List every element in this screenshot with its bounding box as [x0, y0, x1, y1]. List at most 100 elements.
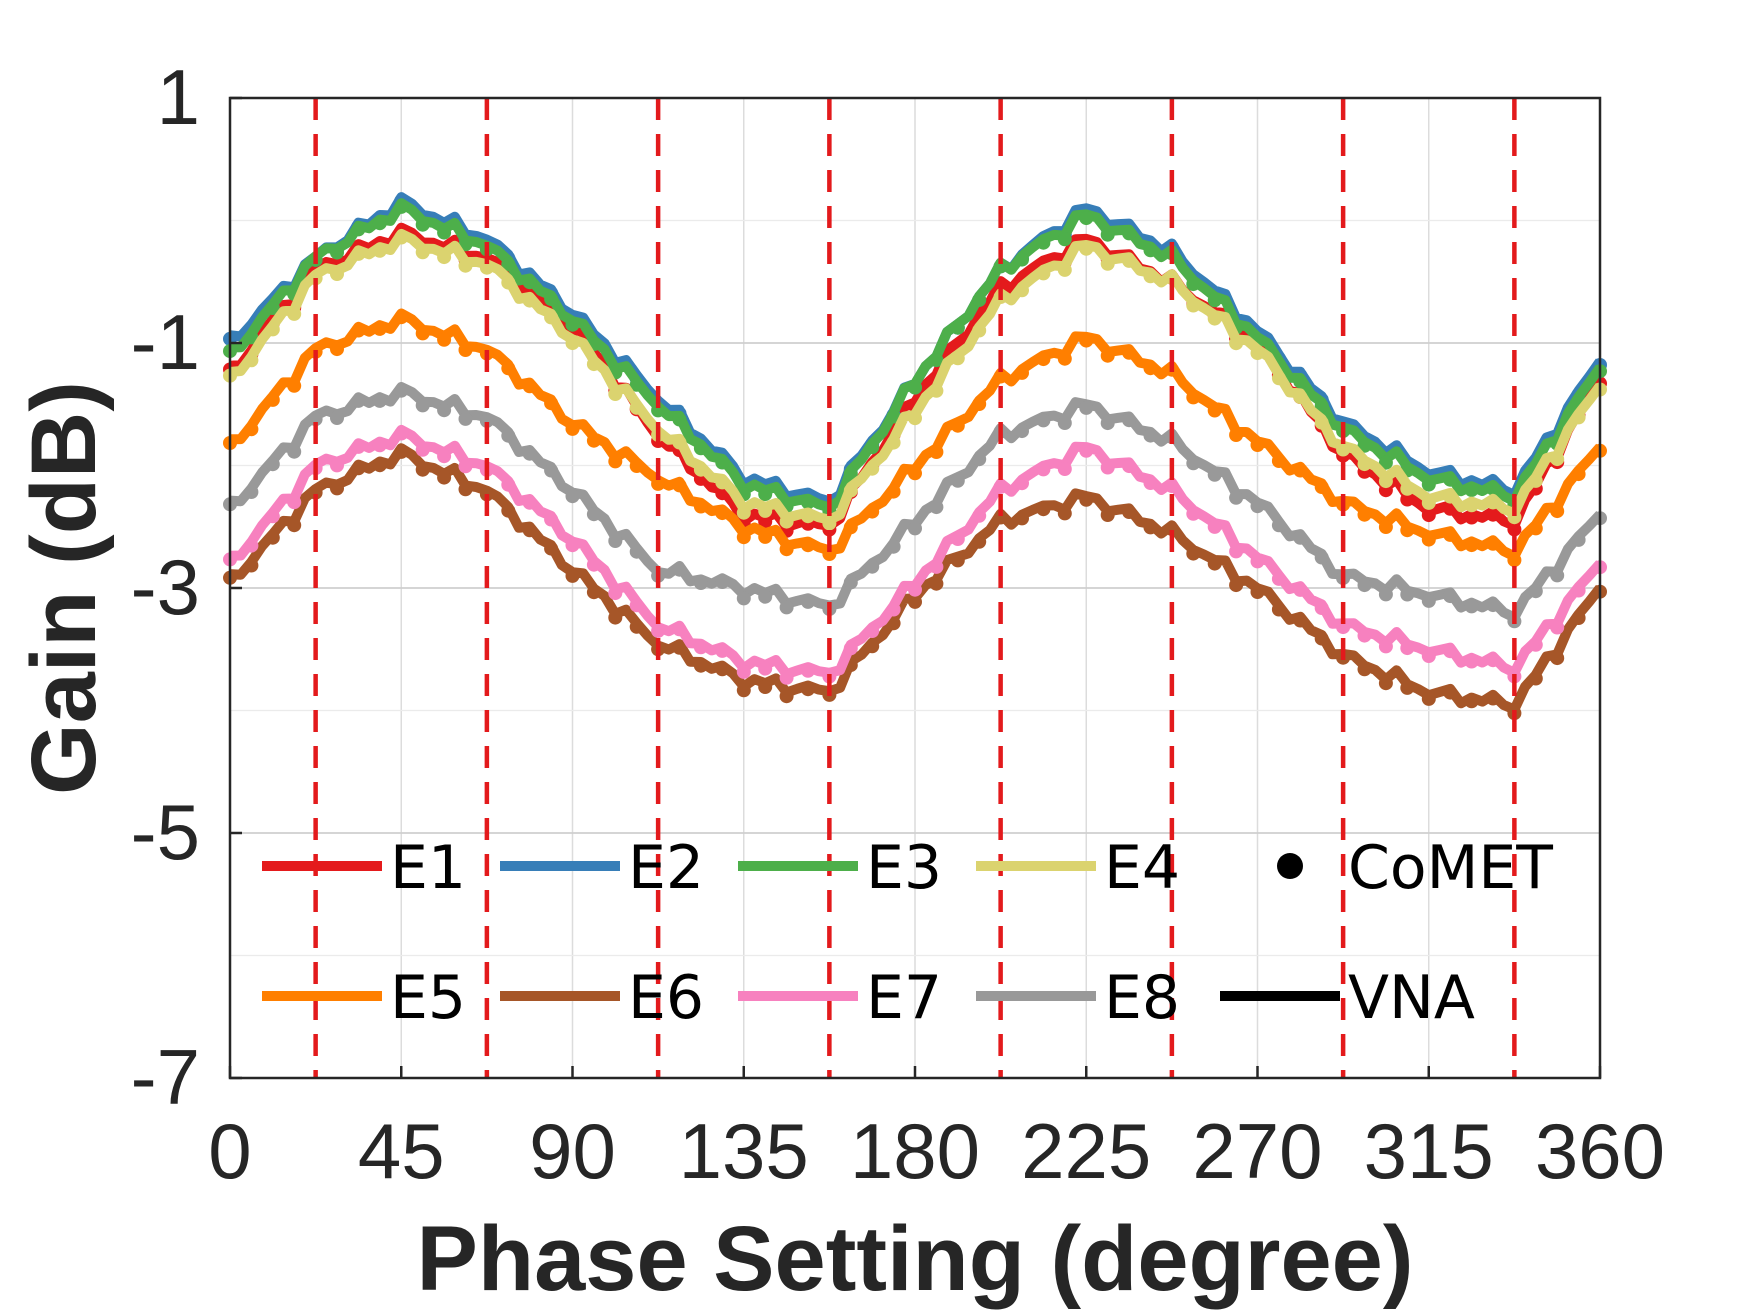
comet-point: [929, 353, 944, 368]
comet-point: [801, 509, 815, 524]
series-e4: [223, 228, 1607, 531]
comet-point: [1293, 374, 1308, 389]
comet-point: [886, 616, 901, 631]
comet-point: [651, 476, 666, 491]
comet-point: [1443, 589, 1458, 604]
comet-point: [736, 664, 751, 679]
x-tick-label: 90: [529, 1107, 616, 1195]
comet-point: [287, 378, 302, 393]
comet-point: [1293, 390, 1308, 404]
comet-point: [736, 591, 751, 606]
comet-point: [629, 459, 644, 473]
comet-point: [330, 267, 344, 281]
comet-point: [1207, 519, 1222, 534]
comet-point: [629, 598, 644, 613]
comet-point: [608, 586, 623, 601]
comet-point: [1293, 530, 1308, 545]
comet-point: [1229, 544, 1244, 559]
comet-point: [394, 444, 409, 459]
comet-point: [843, 520, 858, 535]
comet-point: [1271, 518, 1286, 533]
comet-point: [501, 361, 516, 376]
comet-point: [1357, 628, 1372, 643]
x-tick-label: 360: [1535, 1107, 1665, 1195]
legend-label: E2: [628, 833, 704, 903]
comet-point: [736, 505, 751, 520]
comet-point: [372, 458, 387, 473]
comet-point: [865, 504, 880, 519]
comet-point: [394, 230, 409, 245]
comet-point: [758, 589, 773, 604]
comet-point: [1122, 226, 1137, 241]
comet-point: [1229, 428, 1244, 442]
comet-point: [736, 530, 751, 545]
comet-point: [1143, 428, 1158, 443]
legend-label: E7: [866, 963, 942, 1033]
legend-entry-e4: E4: [976, 833, 1180, 903]
comet-point: [779, 514, 794, 529]
comet-point: [308, 485, 323, 500]
comet-point: [1057, 416, 1072, 430]
comet-point: [801, 663, 815, 678]
comet-point: [1421, 691, 1436, 706]
comet-point: [265, 457, 280, 472]
comet-point: [1421, 495, 1436, 510]
y-tick-label: -3: [131, 543, 200, 631]
comet-point: [993, 259, 1008, 274]
comet-point: [779, 600, 794, 615]
comet-point: [330, 342, 344, 357]
comet-point: [693, 576, 708, 590]
legend-label: E1: [390, 833, 466, 903]
comet-point: [244, 558, 259, 573]
legend: E1 E2 E3 E4 CoMET E5 E6 E7 E8 VNA: [262, 833, 1553, 1033]
comet-point: [544, 512, 559, 527]
comet-point: [758, 487, 773, 502]
comet-point: [972, 508, 987, 523]
comet-point: [908, 594, 922, 609]
comet-point: [1271, 371, 1286, 386]
legend-entry-e5: E5: [262, 963, 466, 1033]
legend-entry-e6: E6: [500, 963, 704, 1033]
comet-point: [972, 534, 987, 549]
x-tick-label: 225: [1021, 1107, 1151, 1195]
comet-point: [950, 532, 965, 546]
comet-point: [1378, 639, 1393, 654]
comet-point: [1421, 593, 1436, 608]
comet-point: [1528, 473, 1543, 488]
comet-point: [608, 534, 623, 548]
comet-point: [1421, 649, 1436, 663]
comet-point: [1250, 346, 1265, 361]
comet-point: [1314, 601, 1329, 615]
comet-point: [993, 369, 1008, 384]
y-tick-label: -7: [131, 1033, 200, 1121]
legend-label: E6: [628, 963, 704, 1033]
comet-point: [843, 575, 858, 590]
comet-point: [1550, 452, 1565, 467]
comet-point: [865, 639, 880, 654]
comet-point: [629, 400, 644, 415]
comet-point: [779, 689, 794, 704]
comet-point: [586, 433, 601, 448]
comet-point: [265, 509, 280, 524]
comet-point: [1443, 489, 1458, 504]
comet-point: [908, 380, 922, 395]
comet-point: [1036, 413, 1051, 428]
comet-point: [1186, 277, 1201, 292]
y-tick-label: 1: [157, 53, 200, 141]
comet-point: [522, 379, 537, 394]
comet-point: [758, 661, 773, 676]
series-e6: [223, 443, 1607, 721]
comet-point: [1057, 351, 1072, 366]
comet-point: [1229, 336, 1244, 351]
x-axis-title: Phase Setting (degree): [417, 1208, 1414, 1310]
comet-point: [1528, 521, 1543, 536]
comet-point: [1143, 243, 1158, 258]
comet-point: [1486, 653, 1500, 668]
comet-point: [865, 461, 880, 476]
comet-point: [1100, 508, 1115, 522]
comet-point: [929, 576, 944, 591]
comet-point: [1250, 554, 1265, 569]
comet-point: [972, 323, 987, 338]
comet-point: [1507, 522, 1522, 537]
comet-point: [586, 557, 601, 572]
